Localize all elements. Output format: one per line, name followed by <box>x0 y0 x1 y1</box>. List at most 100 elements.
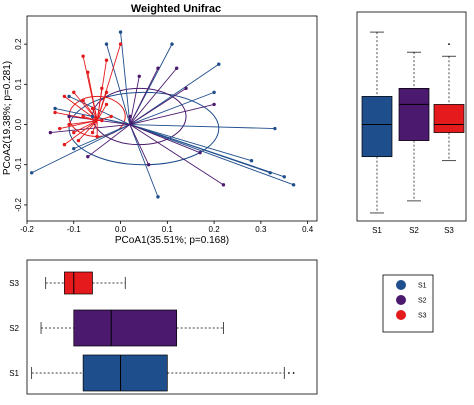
point-S3-14 <box>109 114 113 119</box>
vbox-category-label: S3 <box>444 226 454 235</box>
point-S3-15 <box>67 122 71 127</box>
hbox-box-S2 <box>73 309 178 347</box>
point-S3-20 <box>72 130 76 135</box>
vbox-box-S3 <box>433 104 465 133</box>
legend-label-S3: S3 <box>418 313 427 320</box>
hbox-outlier-S1-1 <box>292 372 295 374</box>
spoke-S3-11 <box>64 120 98 145</box>
y-tick-label: 0.0 <box>14 118 23 130</box>
legend-swatch-S3 <box>396 310 406 320</box>
hbox-outlier-S1-0 <box>288 372 290 374</box>
x-tick-label: 0.3 <box>255 225 267 234</box>
legend-swatch-S1 <box>396 280 406 290</box>
vbox-category-label: S2 <box>409 226 419 235</box>
spoke-S3-3 <box>87 72 98 121</box>
x-tick-label: -0.2 <box>20 225 34 234</box>
spoke-S1-1 <box>106 44 131 125</box>
spoke-S2-2 <box>129 67 178 125</box>
point-S2-4 <box>137 74 141 78</box>
point-S1-0 <box>118 30 123 34</box>
point-S2-7 <box>221 183 226 187</box>
spoke-S3-7 <box>96 88 103 121</box>
spoke-S1-6 <box>129 124 252 162</box>
spoke-S3-14 <box>97 116 112 121</box>
spoke-S2-7 <box>129 124 224 186</box>
y-axis-ticks: -0.2 -0.1 0.0 0.1 0.2 <box>14 38 27 212</box>
y-tick-label: 0.1 <box>14 78 23 90</box>
y-tick-label: 0.2 <box>14 38 23 50</box>
spoke-S1-15 <box>68 95 131 125</box>
legend-swatch-S2 <box>396 295 406 305</box>
legend-items: S1 S2 S3 <box>396 280 427 320</box>
point-S2-10 <box>48 130 53 135</box>
spoke-S1-0 <box>120 32 131 125</box>
scatter-frame <box>26 15 318 222</box>
legend: S1 S2 S3 <box>382 274 434 333</box>
point-S2-11 <box>67 114 71 119</box>
x-axis-label: PCoA1(35.51%; p=0.168) <box>115 235 229 246</box>
spoke-S2-1 <box>129 87 187 125</box>
spoke-S3-18 <box>96 92 107 121</box>
point-S2-0 <box>156 66 160 70</box>
x-tick-label: 0.2 <box>209 225 221 234</box>
point-S1-7 <box>268 171 272 175</box>
point-S1-14 <box>53 106 57 111</box>
spoke-S2-0 <box>129 68 159 125</box>
point-S1-1 <box>104 42 109 46</box>
y-tick-label: -0.1 <box>14 157 23 171</box>
spoke-S1-10 <box>129 124 159 198</box>
point-S3-21 <box>100 118 104 123</box>
x-tick-label: 0.1 <box>162 225 174 234</box>
vbox-box-S1 <box>361 96 393 158</box>
point-S1-10 <box>156 195 160 199</box>
hbox-frame <box>26 259 318 395</box>
point-S2-1 <box>184 86 188 91</box>
spoke-S1-9 <box>129 124 294 186</box>
x-tick-label: 0.4 <box>302 225 314 234</box>
hbox-category-label: S3 <box>9 279 19 288</box>
spoke-S3-20 <box>73 120 98 133</box>
point-S3-9 <box>53 110 57 115</box>
hbox-box-S1 <box>82 354 168 392</box>
spoke-S1-4 <box>129 91 215 125</box>
spoke-S1-5 <box>129 124 275 129</box>
point-S3-12 <box>76 138 81 143</box>
vbox-box-S2 <box>398 88 430 141</box>
x-axis-ticks: -0.2 -0.1 0.0 0.1 0.2 0.3 0.4 <box>20 221 314 234</box>
pcoa-scatter-panel: Weighted Unifrac -0.2 -0.1 0.0 0.1 0.2 0.3 0.4… <box>2 3 318 246</box>
vbox-marks: S1 S2 S3 <box>361 31 465 235</box>
point-S2-5 <box>128 114 132 119</box>
point-S1-6 <box>249 159 254 163</box>
point-S2-3 <box>212 102 216 107</box>
y-tick-label: -0.2 <box>14 197 23 211</box>
point-S1-2 <box>170 42 174 46</box>
spoke-S3-6 <box>82 100 98 121</box>
y-axis-label: PCoA2(19.38%; p=0.281) <box>2 61 13 175</box>
point-S3-2 <box>104 58 109 62</box>
point-S1-15 <box>67 94 71 99</box>
spoke-S2-8 <box>129 124 150 165</box>
spoke-S2-6 <box>129 124 201 154</box>
spoke-S3-8 <box>96 104 107 121</box>
point-S3-8 <box>104 102 109 107</box>
point-S3-17 <box>90 106 95 111</box>
point-S2-2 <box>174 66 179 70</box>
scatter-marks <box>29 30 296 199</box>
hbox-category-label: S2 <box>9 324 19 333</box>
point-S1-11 <box>29 171 34 175</box>
chart-title: Weighted Unifrac <box>131 3 221 15</box>
legend-label-S1: S1 <box>418 283 427 290</box>
point-S1-3 <box>217 62 221 66</box>
spoke-S1-12 <box>73 124 131 150</box>
spoke-S3-9 <box>54 112 98 121</box>
ellipse-S1 <box>68 91 220 166</box>
point-S2-8 <box>146 163 151 167</box>
point-S3-13 <box>90 130 95 135</box>
point-S3-4 <box>62 94 67 99</box>
hbox-marks: S3 S2 S1 <box>9 271 295 392</box>
hbox-box-S3 <box>64 271 93 295</box>
spoke-S3-17 <box>92 108 98 121</box>
hbox-category-label: S1 <box>9 369 19 378</box>
point-S3-5 <box>72 90 76 95</box>
